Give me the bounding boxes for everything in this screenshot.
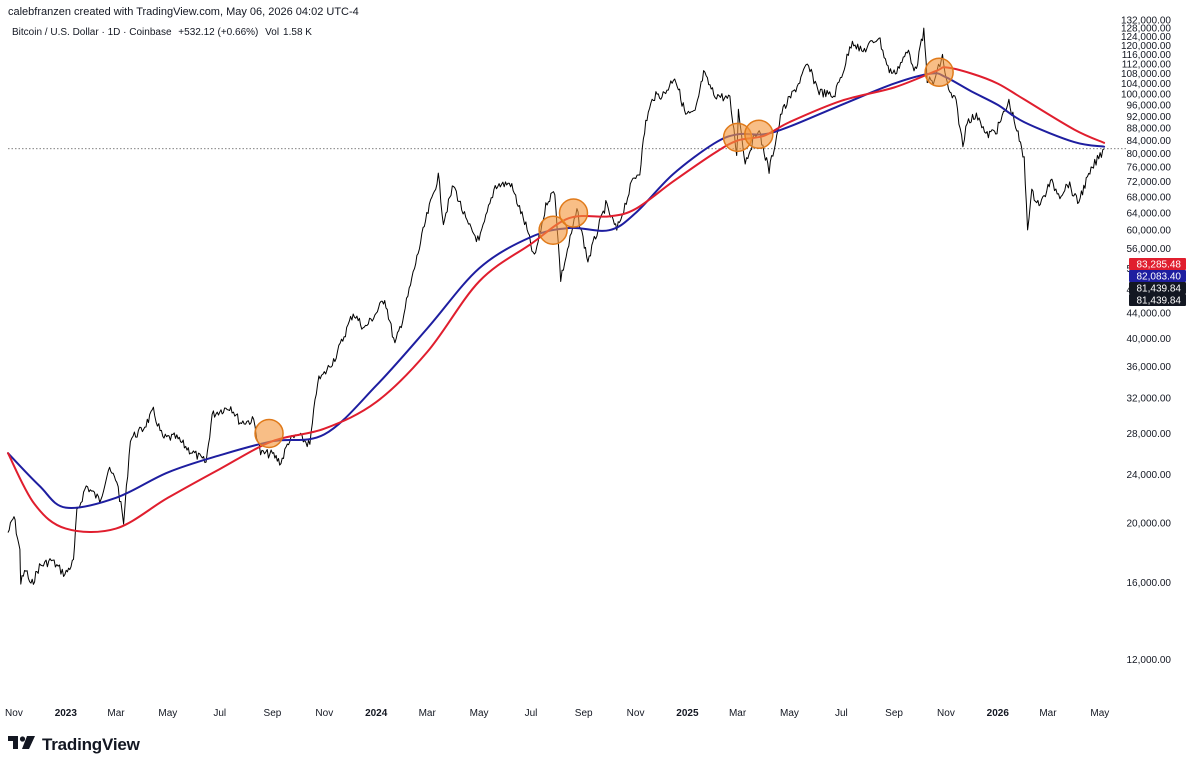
tradingview-logo-icon xyxy=(8,734,36,755)
y-tick-label: 40,000.00 xyxy=(1127,334,1172,345)
x-tick-label: Sep xyxy=(885,708,903,719)
x-tick-label: 2025 xyxy=(676,708,699,719)
x-tick-label: May xyxy=(470,708,489,719)
annotation-layer xyxy=(254,57,954,449)
red-moving-average-line xyxy=(7,66,1106,534)
x-tick-label: Mar xyxy=(729,708,747,719)
volume-label: Vol xyxy=(265,27,280,38)
y-tick-label: 128,000.00 xyxy=(1121,24,1171,35)
y-tick-label: 120,000.00 xyxy=(1121,41,1171,52)
x-tick-label: Mar xyxy=(1039,708,1057,719)
y-tick-label: 92,000.00 xyxy=(1127,112,1172,123)
crossover-marker xyxy=(744,119,774,150)
y-tick-label: 100,000.00 xyxy=(1121,90,1171,101)
last-value-badge xyxy=(1129,294,1186,306)
x-tick-label: May xyxy=(780,708,799,719)
symbol-label: Bitcoin / U.S. Dollar · 1D · Coinbase xyxy=(12,27,172,38)
x-axis: Nov 2023 Mar May Jul Sep Nov 2024 Mar May Jul Sep No… xyxy=(5,708,1109,719)
y-tick-label: 24,000.00 xyxy=(1127,470,1172,481)
y-tick-label: 76,000.00 xyxy=(1127,163,1172,174)
x-tick-label: May xyxy=(1090,708,1109,719)
price-change: +532.12 (+0.66%) xyxy=(178,27,259,38)
y-tick-label: 96,000.00 xyxy=(1127,100,1172,111)
x-tick-label: Jul xyxy=(835,708,848,719)
last-value-label: 81,439.84 xyxy=(1137,296,1182,307)
last-value-badge xyxy=(1129,270,1186,282)
y-tick-label: 64,000.00 xyxy=(1127,209,1172,220)
y-axis: 132,000.00128,000.00124,000.00120,000.00… xyxy=(1121,16,1171,666)
x-tick-label: Jul xyxy=(525,708,538,719)
crossover-marker xyxy=(254,418,284,449)
crossover-marker xyxy=(924,57,954,88)
x-tick-label: Nov xyxy=(627,708,645,719)
x-tick-label: Sep xyxy=(575,708,593,719)
y-tick-label: 72,000.00 xyxy=(1127,177,1172,188)
price-series-line xyxy=(7,27,1105,585)
x-tick-label: Mar xyxy=(419,708,437,719)
x-tick-label: Nov xyxy=(5,708,23,719)
last-value-badge xyxy=(1129,282,1186,294)
y-tick-label: 32,000.00 xyxy=(1127,393,1172,404)
x-tick-label: May xyxy=(158,708,177,719)
y-tick-label: 44,000.00 xyxy=(1127,308,1172,319)
y-tick-label: 116,000.00 xyxy=(1122,50,1172,61)
y-tick-label: 28,000.00 xyxy=(1127,429,1172,440)
y-tick-label: 20,000.00 xyxy=(1127,519,1172,530)
x-tick-label: 2023 xyxy=(55,708,78,719)
last-value-badge xyxy=(1129,258,1186,270)
last-value-label: 82,083.40 xyxy=(1137,272,1182,283)
crossover-marker xyxy=(558,198,589,228)
y-tick-label: 88,000.00 xyxy=(1127,124,1172,135)
x-tick-label: Nov xyxy=(315,708,333,719)
y-tick-label: 108,000.00 xyxy=(1121,69,1171,80)
y-tick-label: 104,000.00 xyxy=(1121,79,1171,90)
y-tick-label: 16,000.00 xyxy=(1127,578,1172,589)
volume-value: 1.58 K xyxy=(283,27,312,38)
symbol-legend: Bitcoin / U.S. Dollar · 1D · Coinbase +5… xyxy=(12,27,316,38)
last-value-label: 81,439.84 xyxy=(1137,284,1182,295)
x-tick-label: Mar xyxy=(107,708,125,719)
x-tick-label: Nov xyxy=(937,708,955,719)
chart-credit: calebfranzen created with TradingView.co… xyxy=(8,6,359,18)
x-tick-label: Jul xyxy=(213,708,226,719)
y-tick-label: 12,000.00 xyxy=(1127,655,1172,666)
tradingview-brand[interactable]: TradingView xyxy=(8,734,140,755)
series-layer xyxy=(7,27,1106,585)
y-tick-label: 56,000.00 xyxy=(1127,244,1172,255)
y-tick-label: 80,000.00 xyxy=(1127,149,1172,160)
y-tick-label: 84,000.00 xyxy=(1127,136,1172,147)
x-tick-label: 2026 xyxy=(987,708,1010,719)
y-tick-label: 60,000.00 xyxy=(1127,226,1172,237)
blue-moving-average-line xyxy=(7,72,1106,509)
x-tick-label: Sep xyxy=(264,708,282,719)
y-tick-label: 124,000.00 xyxy=(1121,32,1171,43)
y-tick-label: 36,000.00 xyxy=(1127,362,1172,373)
crossover-marker xyxy=(538,215,568,245)
y-tick-label: 68,000.00 xyxy=(1127,192,1172,203)
x-tick-label: 2024 xyxy=(365,708,388,719)
brand-name: TradingView xyxy=(42,734,140,754)
y-tick-label: 132,000.00 xyxy=(1121,16,1171,27)
last-value-label: 83,285.48 xyxy=(1137,260,1182,271)
y-tick-label: 112,000.00 xyxy=(1122,59,1172,70)
